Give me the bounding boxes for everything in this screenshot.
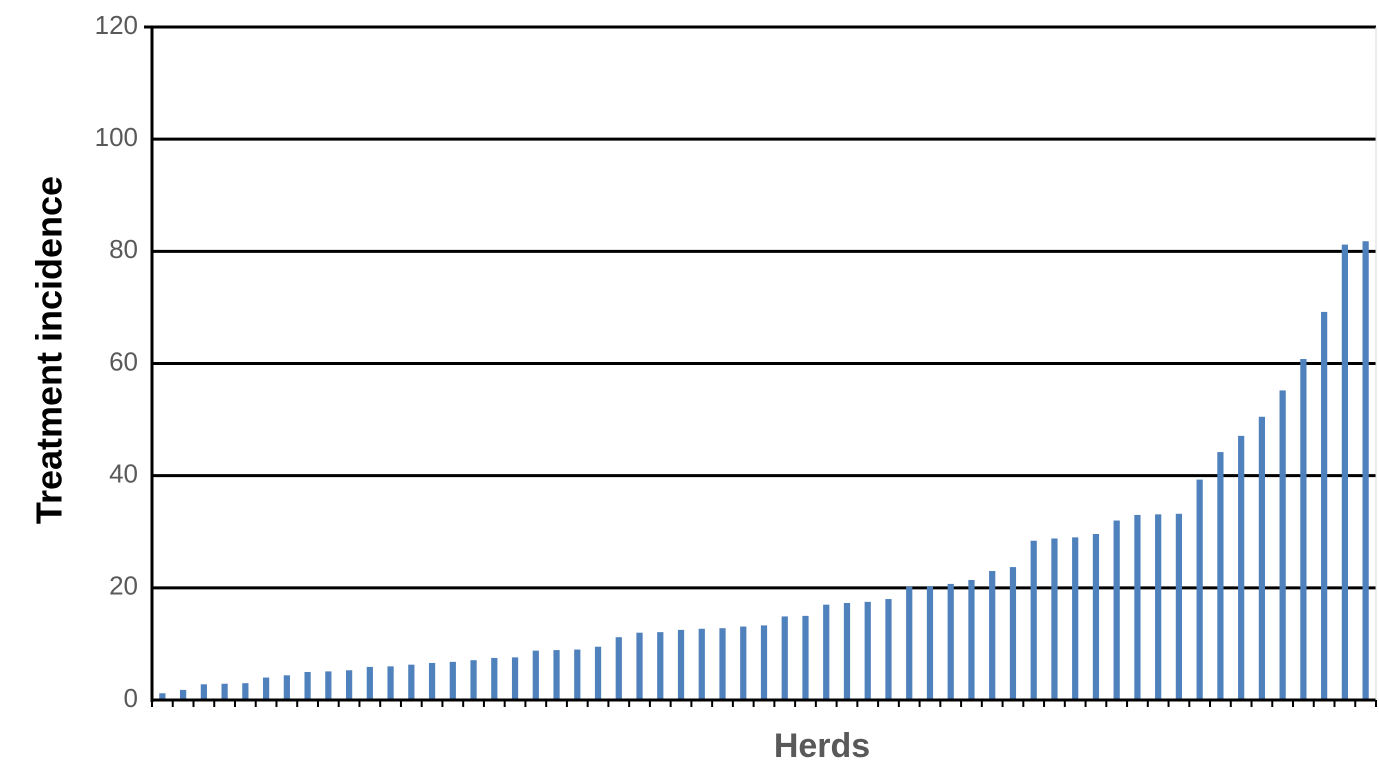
bar [657,632,664,700]
bar [449,661,456,700]
bar [1217,452,1224,700]
bar [1092,533,1100,700]
x-axis-title: Herds [774,727,870,765]
bars [159,241,1369,700]
bar [740,626,747,700]
bar [1238,435,1245,700]
y-tick-label: 100 [95,122,138,152]
bar [387,666,394,700]
bar [698,628,705,700]
bar [221,683,228,700]
bar [615,637,622,700]
bar [242,683,249,700]
bar [1175,513,1183,700]
bar [823,604,830,700]
bar [1341,244,1348,700]
bar [262,677,270,700]
gridlines [152,25,1376,590]
bar [843,602,851,700]
bar [304,671,311,700]
bar [781,616,788,700]
bar [511,657,519,700]
y-axis-title: Treatment incidence [29,176,70,524]
bar [1258,416,1266,700]
y-tick-label: 20 [109,571,138,601]
bar [864,601,871,700]
bar [283,675,290,700]
bar [200,684,207,700]
bar [325,671,332,700]
bar [553,650,560,700]
bar [885,599,892,700]
bar [159,693,166,700]
y-tick-label: 120 [95,10,138,40]
bar [1134,514,1141,700]
bar [532,650,539,700]
axes [144,25,1377,707]
y-tick-label: 80 [109,234,138,264]
bar [470,660,477,700]
bar [968,579,975,700]
bar [1300,359,1307,700]
bar [574,649,581,700]
bar [760,625,768,700]
bar [428,662,436,700]
bar [366,666,373,700]
bar [180,689,187,700]
y-tick-label: 40 [109,459,138,489]
bar [719,628,726,700]
y-tick-label: 0 [124,683,138,713]
bar [1009,567,1017,700]
bar [1155,514,1162,700]
bar [594,646,602,700]
bar [408,664,415,700]
bar [677,629,685,700]
y-tick-labels: 0 20 40 60 80 100 120 [95,10,138,713]
bar [1113,520,1120,700]
bar [491,657,498,700]
bar [802,615,809,700]
bar [1362,241,1369,700]
bar [345,670,353,700]
bar [989,571,996,700]
bar [1279,390,1286,700]
bar [926,586,934,700]
bar [1321,311,1328,700]
y-tick-label: 60 [109,346,138,376]
bar [1072,537,1079,700]
bar [1051,538,1058,700]
bar [636,632,643,700]
bar [947,583,954,700]
bar [906,586,913,700]
bar [1030,540,1037,700]
bar [1196,479,1203,700]
